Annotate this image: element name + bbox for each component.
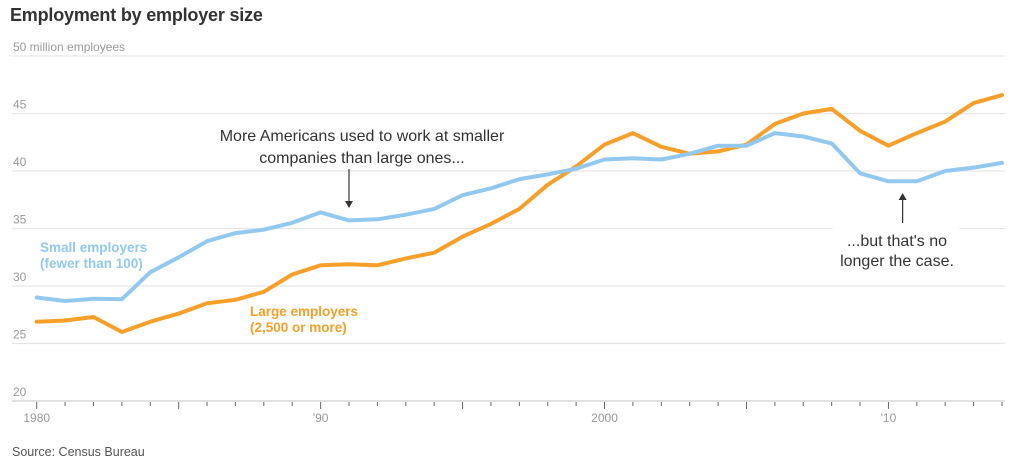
annotation-text: More Americans used to work at smaller (220, 128, 505, 145)
x-tick-label: 2000 (591, 411, 618, 425)
arrow-up-icon (898, 193, 907, 200)
y-tick-label: 40 (13, 155, 27, 169)
arrow-down-icon (345, 201, 354, 208)
annotation-text: companies than large ones... (259, 150, 464, 167)
chart-title: Employment by employer size (10, 5, 263, 25)
x-tick-label: 1980 (23, 411, 50, 425)
series-label: (2,500 or more) (250, 320, 347, 335)
x-tick-label: '10 (881, 411, 897, 425)
y-tick-label: 50 million employees (13, 40, 125, 54)
x-tick-label: '90 (313, 411, 329, 425)
annotation-text: ...but that's no (847, 233, 947, 250)
annotation-background (833, 222, 959, 268)
y-tick-label: 30 (13, 270, 27, 284)
y-tick-label: 20 (13, 385, 27, 399)
series-label: Large employers (250, 304, 358, 319)
series-label: (fewer than 100) (40, 256, 143, 271)
series-line-large-employers (34, 93, 1004, 334)
series-line-small-employers (34, 131, 1004, 303)
y-tick-label: 35 (13, 213, 27, 227)
source-note: Source: Census Bureau (12, 445, 145, 459)
y-tick-label: 25 (13, 328, 27, 342)
series-label: Small employers (40, 240, 147, 255)
y-tick-label: 45 (13, 98, 27, 112)
annotation-text: longer the case. (840, 253, 954, 270)
